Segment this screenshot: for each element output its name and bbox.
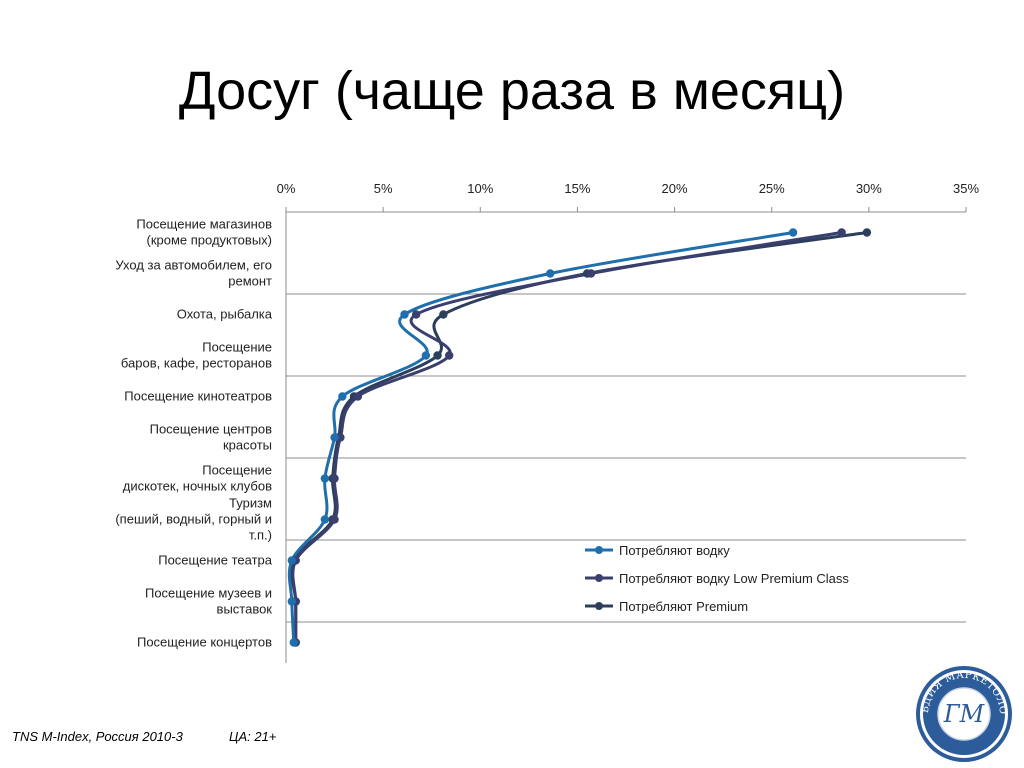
data-point — [433, 351, 442, 360]
category-label: (кроме продуктовых) — [146, 233, 272, 248]
category-label: т.п.) — [249, 528, 272, 543]
footer-source: TNS M-Index, Россия 2010-3 — [12, 729, 183, 744]
legend-marker — [595, 574, 603, 582]
footer-audience: ЦА: 21+ — [229, 729, 277, 744]
category-label: Посещение театра — [158, 553, 273, 568]
category-label: Посещение музеев и — [145, 586, 272, 601]
data-point — [336, 433, 345, 442]
category-label: ремонт — [228, 274, 272, 289]
category-label: Посещение центров — [150, 422, 272, 437]
chart: 0% 5% 10% 15% 20% 25% 30% 35% Посещение магазино… — [115, 181, 979, 663]
x-tick-label: 15% — [564, 181, 590, 196]
data-point — [586, 269, 596, 278]
x-tick-label: 35% — [953, 181, 979, 196]
category-label: Уход за автомобилем, его — [115, 258, 272, 273]
data-point — [421, 351, 431, 360]
category-label: Туризм — [229, 496, 272, 511]
x-tick-label: 25% — [759, 181, 785, 196]
x-tick-label: 30% — [856, 181, 882, 196]
data-point — [287, 556, 297, 565]
logo-monogram: ГМ — [943, 700, 986, 728]
category-label: выставок — [217, 602, 273, 617]
category-label: баров, кафе, ресторанов — [121, 356, 272, 371]
data-point — [862, 228, 872, 237]
data-point — [411, 310, 421, 319]
x-tick-label: 0% — [277, 181, 296, 196]
x-tick-label: 20% — [662, 181, 688, 196]
data-point — [788, 228, 798, 237]
data-point — [330, 474, 339, 483]
category-label: (пеший, водный, горный и — [115, 512, 272, 527]
x-tick-label: 5% — [374, 181, 393, 196]
category-label: Посещение кинотеатров — [124, 389, 272, 404]
legend-label: Потребляют водку — [619, 543, 730, 558]
category-label: Охота, рыбалка — [177, 307, 273, 322]
legend-label: Потребляют Premium — [619, 599, 748, 614]
category-label: Посещение концертов — [137, 635, 272, 650]
data-point — [289, 638, 298, 647]
data-point — [320, 515, 330, 524]
data-point — [445, 351, 454, 360]
legend-marker — [595, 602, 603, 610]
data-point — [837, 228, 846, 237]
legend-label: Потребляют водку Low Premium Class — [619, 571, 849, 586]
x-tick-label: 10% — [467, 181, 493, 196]
category-label: красоты — [223, 438, 272, 453]
category-label: Посещение — [202, 463, 272, 478]
data-point — [400, 310, 409, 319]
data-point — [439, 310, 448, 319]
category-label: Посещение — [202, 340, 272, 355]
data-point — [353, 392, 363, 401]
data-point — [330, 433, 339, 442]
legend-marker — [595, 546, 603, 554]
category-label: Посещение магазинов — [136, 217, 272, 232]
slide-title: Досуг (чаще раза в месяц) — [178, 61, 846, 121]
category-label: дискотек, ночных клубов — [123, 479, 272, 494]
data-point — [338, 392, 347, 401]
data-point — [546, 269, 555, 278]
guild-logo: ГИЛЬДИЯ МАРКЕТОЛОГОВ ГМ — [914, 664, 1012, 762]
data-point — [330, 515, 339, 524]
data-point — [320, 474, 330, 483]
data-point — [287, 597, 297, 606]
